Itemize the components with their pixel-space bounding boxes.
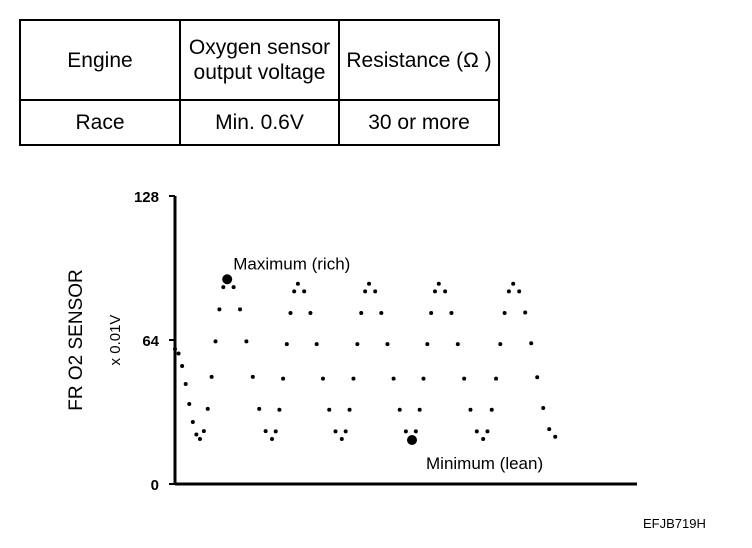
data-point bbox=[373, 289, 378, 294]
annotation-maximum: Maximum (rich) bbox=[233, 254, 350, 273]
data-point bbox=[277, 407, 282, 412]
header-resistance: Resistance (Ω ) bbox=[338, 19, 500, 101]
data-point bbox=[270, 437, 275, 441]
data-point bbox=[187, 402, 192, 407]
data-point bbox=[314, 342, 319, 347]
data-point bbox=[462, 376, 467, 381]
data-point bbox=[494, 376, 499, 381]
data-point bbox=[308, 310, 313, 315]
data-point bbox=[288, 310, 293, 315]
data-point bbox=[553, 434, 558, 439]
header-engine: Engine bbox=[19, 19, 181, 101]
data-point bbox=[205, 406, 210, 411]
data-point bbox=[221, 285, 226, 290]
data-point bbox=[468, 407, 473, 412]
data-point bbox=[351, 376, 356, 381]
data-point bbox=[367, 281, 372, 286]
data-point bbox=[359, 310, 364, 315]
data-point bbox=[506, 289, 511, 294]
data-point bbox=[327, 407, 332, 412]
data-point bbox=[363, 289, 368, 294]
cell-resistance: 30 or more bbox=[338, 99, 500, 146]
data-point bbox=[547, 427, 552, 432]
y-axis-label: FR O2 SENSOR bbox=[66, 269, 87, 410]
data-point bbox=[295, 281, 300, 286]
data-point bbox=[449, 310, 454, 315]
data-point bbox=[421, 376, 426, 381]
data-point bbox=[292, 289, 297, 294]
data-point bbox=[197, 437, 202, 441]
data-point bbox=[391, 376, 396, 381]
data-point bbox=[517, 289, 522, 294]
data-point bbox=[403, 429, 408, 434]
y-tick-label: 0 bbox=[151, 477, 159, 494]
data-point bbox=[535, 375, 540, 380]
data-point bbox=[180, 363, 185, 368]
data-point bbox=[201, 429, 206, 434]
data-point bbox=[455, 342, 460, 347]
data-point bbox=[385, 342, 390, 347]
data-point bbox=[284, 342, 289, 347]
data-point bbox=[217, 307, 222, 312]
data-point bbox=[250, 374, 255, 379]
data-point bbox=[511, 281, 516, 286]
data-point bbox=[190, 420, 195, 425]
data-point bbox=[183, 381, 188, 386]
header-line-2: output voltage bbox=[193, 61, 326, 84]
data-point bbox=[302, 289, 307, 294]
data-point bbox=[429, 310, 434, 315]
annotation-minimum: Minimum (lean) bbox=[426, 454, 543, 473]
data-point bbox=[443, 289, 448, 294]
data-point bbox=[436, 281, 441, 286]
minimum-marker bbox=[407, 435, 418, 445]
maximum-marker bbox=[222, 274, 233, 285]
data-point bbox=[273, 429, 278, 434]
header-output-voltage: Oxygen sensor output voltage bbox=[179, 19, 340, 101]
header-line-1: Oxygen sensor bbox=[188, 36, 331, 59]
data-point bbox=[498, 342, 503, 347]
cell-engine: Race bbox=[19, 99, 181, 146]
data-point bbox=[238, 307, 243, 312]
data-point bbox=[194, 432, 199, 437]
figure-code: EFJB719H bbox=[643, 516, 706, 531]
data-point bbox=[213, 339, 218, 344]
data-point bbox=[474, 429, 479, 434]
data-point bbox=[489, 407, 494, 412]
data-point bbox=[355, 342, 360, 347]
data-point bbox=[425, 342, 430, 347]
data-point bbox=[231, 285, 236, 290]
data-point bbox=[347, 407, 352, 412]
y-tick-label: 128 bbox=[134, 189, 159, 206]
data-point bbox=[257, 406, 262, 411]
data-point bbox=[485, 429, 490, 434]
data-point bbox=[397, 407, 402, 412]
data-point bbox=[263, 429, 268, 434]
data-point bbox=[481, 437, 486, 441]
data-point bbox=[502, 310, 507, 315]
data-point bbox=[209, 374, 214, 379]
sensor-spec-table: Engine Oxygen sensor output voltage Resis… bbox=[19, 19, 500, 146]
data-point bbox=[523, 310, 528, 315]
data-point bbox=[379, 310, 384, 315]
cell-voltage: Min. 0.6V bbox=[179, 99, 340, 146]
data-point bbox=[529, 341, 534, 346]
data-point bbox=[173, 347, 177, 351]
y-axis-unit: x 0.01V bbox=[107, 315, 124, 366]
data-point bbox=[432, 289, 437, 294]
data-point bbox=[541, 405, 546, 410]
data-point bbox=[176, 351, 181, 356]
data-point bbox=[320, 376, 325, 381]
y-tick-label: 64 bbox=[142, 333, 159, 350]
data-point bbox=[244, 339, 249, 344]
data-point bbox=[417, 407, 422, 412]
data-point bbox=[413, 429, 418, 434]
data-point bbox=[343, 429, 348, 434]
table-header-row: Engine Oxygen sensor output voltage Resis… bbox=[19, 19, 500, 101]
data-point bbox=[333, 429, 338, 434]
data-point bbox=[281, 376, 286, 381]
table-row: Race Min. 0.6V 30 or more bbox=[19, 99, 500, 146]
data-point bbox=[339, 437, 344, 441]
